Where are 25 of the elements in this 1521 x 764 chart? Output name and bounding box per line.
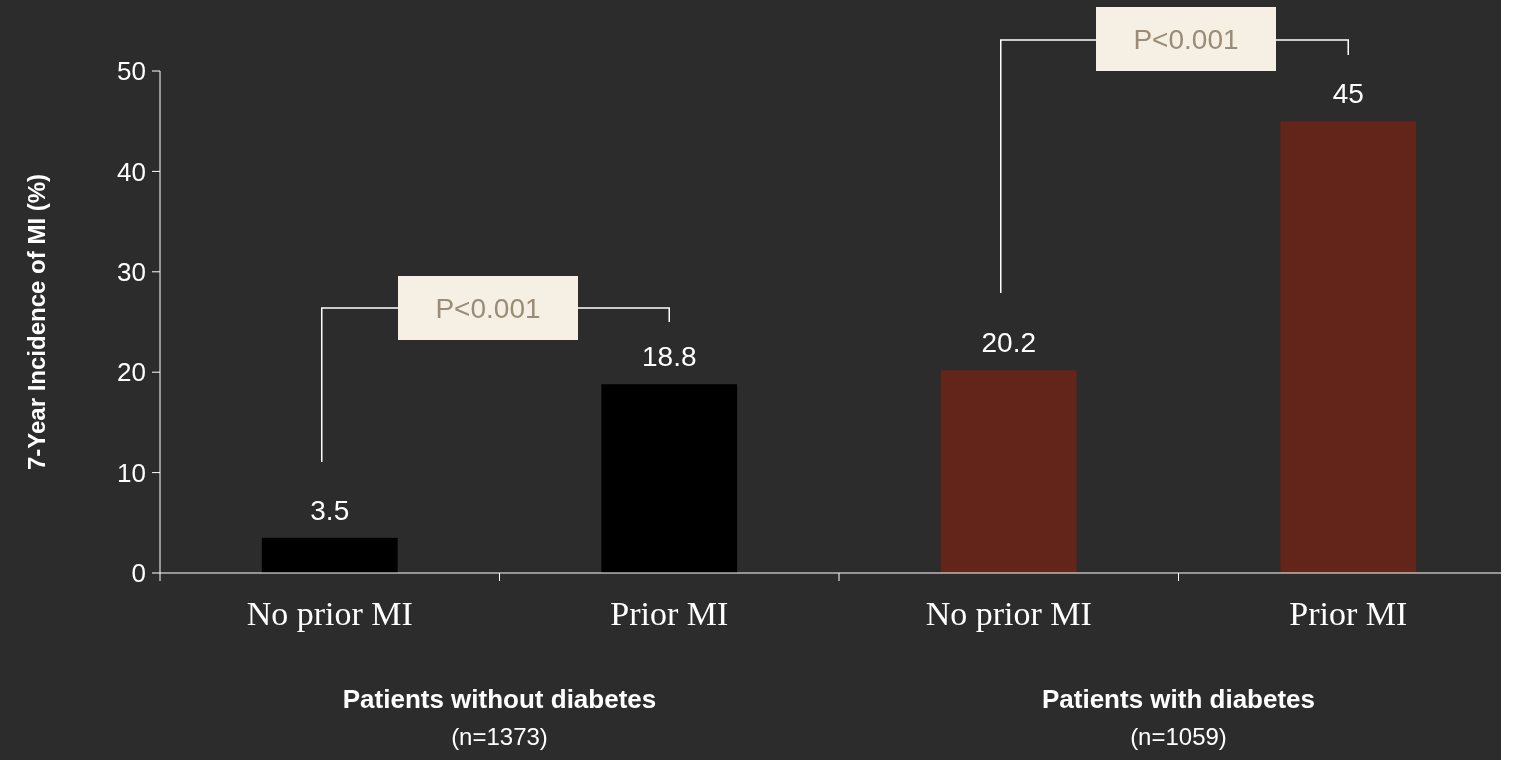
y-tick-label: 50: [117, 56, 146, 87]
text: (n=1059): [1130, 723, 1227, 750]
bar: [940, 370, 1077, 573]
data-label: 3.5: [310, 494, 350, 526]
y-tick-label: 30: [117, 256, 146, 287]
bar: [601, 384, 738, 573]
data-label: 45: [1332, 78, 1364, 110]
data-label: 18.8: [642, 341, 697, 373]
text: P<0.001: [1133, 23, 1239, 55]
data-label: 20.2: [981, 327, 1036, 359]
text: Patients without diabetes: [342, 684, 657, 714]
bar: [261, 537, 398, 573]
x-tick-label: Prior MI: [610, 595, 729, 632]
text: Patients with diabetes: [1041, 684, 1316, 714]
x-tick-label: Prior MI: [1289, 595, 1408, 632]
x-tick-label: No prior MI: [925, 595, 1092, 632]
y-tick-label: 40: [117, 156, 146, 187]
x-tick-label: No prior MI: [246, 595, 413, 632]
y-axis-title: 7-Year Incidence of MI (%): [23, 173, 50, 471]
annotation: P<0.001: [435, 292, 541, 324]
bar: [1280, 121, 1417, 573]
y-tick-label: 0: [131, 558, 146, 589]
text: (n=1373): [451, 723, 548, 750]
y-tick-label: 10: [117, 457, 146, 488]
y-tick-label: 20: [117, 357, 146, 388]
